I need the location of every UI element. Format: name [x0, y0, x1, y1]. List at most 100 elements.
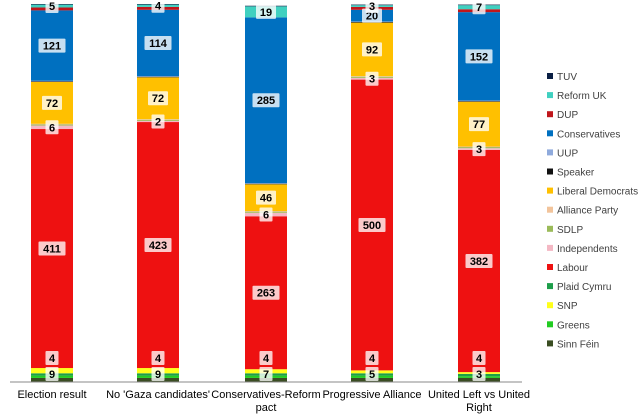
data-label-bg — [148, 91, 168, 106]
data-label-bg — [362, 42, 382, 57]
data-label-bg — [151, 0, 165, 13]
data-label-bg — [259, 367, 273, 381]
data-label: 9 — [155, 369, 161, 381]
data-label: 423 — [149, 240, 167, 252]
data-label: 20 — [366, 11, 378, 23]
data-label: 4 — [263, 353, 270, 365]
data-label: 2 — [155, 116, 161, 128]
data-label-bg — [358, 217, 386, 232]
legend-swatch — [547, 302, 553, 309]
data-label: 114 — [149, 38, 168, 50]
legend-swatch — [547, 187, 553, 194]
legend-label: TUV — [557, 72, 577, 83]
data-label: 72 — [46, 98, 58, 110]
legend-swatch — [547, 264, 553, 270]
data-label-bg — [252, 93, 280, 108]
legend-label: Greens — [557, 320, 590, 331]
legend-label: Labour — [557, 263, 589, 274]
legend-label: SNP — [557, 301, 578, 312]
legend-swatch — [547, 340, 553, 347]
data-label-bg — [256, 4, 276, 19]
data-label-bg — [472, 0, 486, 15]
data-label: 4 — [369, 353, 376, 365]
data-label: 3 — [476, 369, 482, 381]
legend-label: Independents — [557, 244, 618, 255]
data-label: 72 — [152, 93, 164, 105]
data-label: 4 — [155, 1, 162, 13]
data-label: 3 — [369, 1, 375, 13]
legend-swatch — [547, 149, 553, 156]
data-label-bg — [465, 49, 493, 64]
data-label-bg — [365, 0, 379, 14]
data-label: 7 — [476, 2, 482, 14]
data-label-bg — [365, 351, 379, 365]
data-label-bg — [38, 241, 66, 256]
data-label: 121 — [43, 41, 61, 53]
data-label: 4 — [155, 353, 162, 365]
data-label-bg — [252, 285, 280, 300]
data-label: 382 — [470, 256, 488, 268]
x-tick-label: United Left vs United — [428, 389, 530, 401]
data-label: 3 — [369, 74, 375, 86]
data-label-bg — [144, 35, 172, 50]
data-label: 285 — [257, 95, 275, 107]
legend-label: DUP — [557, 110, 578, 121]
legend-label: Alliance Party — [557, 206, 618, 217]
x-tick-label: pact — [256, 402, 277, 414]
legend-label: UUP — [557, 148, 578, 159]
x-tick-label: Conservatives-Reform — [211, 389, 320, 401]
data-label-bg — [472, 367, 486, 381]
legend-label: Reform UK — [557, 91, 607, 102]
data-label: 500 — [363, 220, 381, 232]
legend-label: Sinn Féin — [557, 339, 599, 350]
data-label: 263 — [257, 288, 275, 300]
data-label: 152 — [470, 51, 488, 63]
legend-swatch — [547, 321, 553, 328]
legend-swatch — [547, 168, 553, 175]
legend: TUV Reform UK DUP Conservatives UUP Speaker Li… — [547, 72, 638, 350]
data-label-bg — [365, 367, 379, 381]
data-label-bg — [42, 95, 62, 110]
x-tick-label: No 'Gaza candidates' — [106, 389, 210, 401]
data-label-bg — [472, 142, 486, 157]
legend-label: Plaid Cymru — [557, 282, 611, 293]
data-label-bg — [259, 207, 273, 222]
data-label: 411 — [43, 244, 61, 256]
legend-label: Conservatives — [557, 129, 620, 140]
data-labels-group: 9 4 411 6 72 121 5 9 4 423 2 72 114 4 7 4 263 6 46 285 19 5 4 5… — [38, 0, 493, 381]
x-tick-label: Progressive Alliance — [322, 389, 421, 401]
data-label: 4 — [476, 353, 483, 365]
data-label: 5 — [369, 369, 375, 381]
legend-swatch — [547, 111, 553, 118]
data-label: 92 — [366, 44, 378, 56]
legend-swatch — [547, 225, 553, 232]
x-tick-label: Election result — [17, 389, 86, 401]
data-label: 77 — [473, 119, 485, 131]
bar-segment — [137, 76, 179, 77]
bar-segment — [31, 81, 73, 82]
data-label: 6 — [263, 210, 269, 222]
data-label: 19 — [260, 7, 272, 19]
data-label-bg — [38, 38, 66, 53]
data-label-bg — [472, 351, 486, 365]
data-label: 6 — [49, 122, 55, 134]
data-label: 7 — [263, 369, 269, 381]
data-label-bg — [45, 367, 59, 381]
legend-swatch — [547, 244, 553, 251]
data-label: 4 — [49, 353, 56, 365]
bar-segment — [137, 76, 179, 78]
legend-label: Liberal Democrats — [557, 187, 638, 198]
bar-segment — [458, 100, 500, 102]
legend-label: SDLP — [557, 225, 583, 236]
data-label-bg — [45, 120, 59, 135]
legend-swatch — [547, 130, 553, 137]
data-label-bg — [151, 351, 165, 365]
legend-swatch — [547, 73, 553, 79]
bar-segment — [31, 80, 73, 82]
data-label: 3 — [476, 144, 482, 156]
legend-swatch — [547, 92, 553, 99]
data-label-bg — [45, 351, 59, 365]
legend-swatch — [547, 206, 553, 213]
data-label-bg — [256, 190, 276, 205]
data-label-bg — [45, 0, 59, 14]
